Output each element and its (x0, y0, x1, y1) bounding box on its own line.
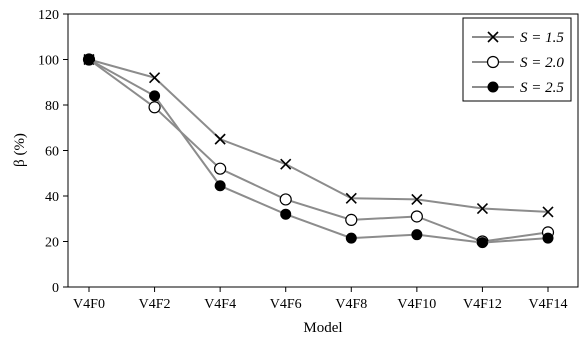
legend-entry: S = 1.5 (472, 30, 564, 46)
series-line (88, 58, 549, 243)
data-point (345, 192, 357, 204)
y-tick-label: 0 (52, 281, 59, 296)
data-point (542, 206, 554, 218)
legend-entry: S = 2.5 (472, 80, 564, 96)
data-point (411, 229, 423, 241)
y-tick-label: 80 (45, 99, 59, 114)
data-point (476, 237, 488, 249)
x-tick-label: V4F0 (73, 297, 105, 312)
x-axis: V4F0 V4F2 V4F4 V4F6 V4F8 V4F10 V4F12 V4F14 (73, 287, 567, 312)
series-line (88, 58, 549, 244)
legend-label: S = 2.5 (520, 80, 564, 96)
x-tick-label: V4F10 (397, 297, 436, 312)
x-tick-label: V4F2 (139, 297, 171, 312)
data-point (83, 54, 95, 65)
data-point (542, 232, 554, 244)
data-point (148, 101, 161, 114)
x-tick-label: V4F4 (204, 297, 236, 312)
data-point (411, 193, 423, 205)
series-2 (82, 53, 555, 248)
legend: S = 1.5 S = 2.0 S = 2.5 (462, 17, 572, 102)
x-axis-title: Model (303, 320, 342, 336)
data-point (149, 72, 161, 84)
legend-label: S = 2.0 (520, 55, 564, 71)
series-layer (82, 53, 555, 249)
data-point (280, 208, 292, 220)
data-point (345, 232, 357, 244)
x-tick-label: V4F8 (335, 297, 367, 312)
data-point (476, 202, 488, 215)
series-3 (83, 54, 554, 249)
data-point (214, 133, 226, 145)
data-point (410, 210, 423, 223)
series-line (88, 58, 549, 213)
y-tick-label: 40 (45, 190, 59, 205)
legend-entry: S = 2.0 (472, 55, 564, 71)
legend-marker (487, 31, 499, 43)
legend-marker (486, 55, 500, 69)
legend-marker (487, 81, 499, 93)
data-point (345, 213, 358, 226)
data-point (214, 162, 227, 175)
y-tick-label: 20 (45, 236, 59, 251)
data-point (280, 158, 292, 170)
x-tick-label: V4F14 (529, 297, 568, 312)
y-tick-label: 100 (38, 54, 59, 69)
x-tick-label: V4F12 (463, 297, 502, 312)
y-axis: 0 20 40 60 80 100 120 (38, 8, 68, 296)
data-point (279, 193, 292, 206)
y-axis-title: β (%) (12, 133, 28, 167)
y-tick-label: 60 (45, 145, 59, 160)
data-point (214, 180, 226, 192)
y-tick-label: 120 (38, 8, 59, 23)
legend-label: S = 1.5 (520, 30, 564, 46)
data-point (149, 90, 161, 102)
x-tick-label: V4F6 (270, 297, 302, 312)
